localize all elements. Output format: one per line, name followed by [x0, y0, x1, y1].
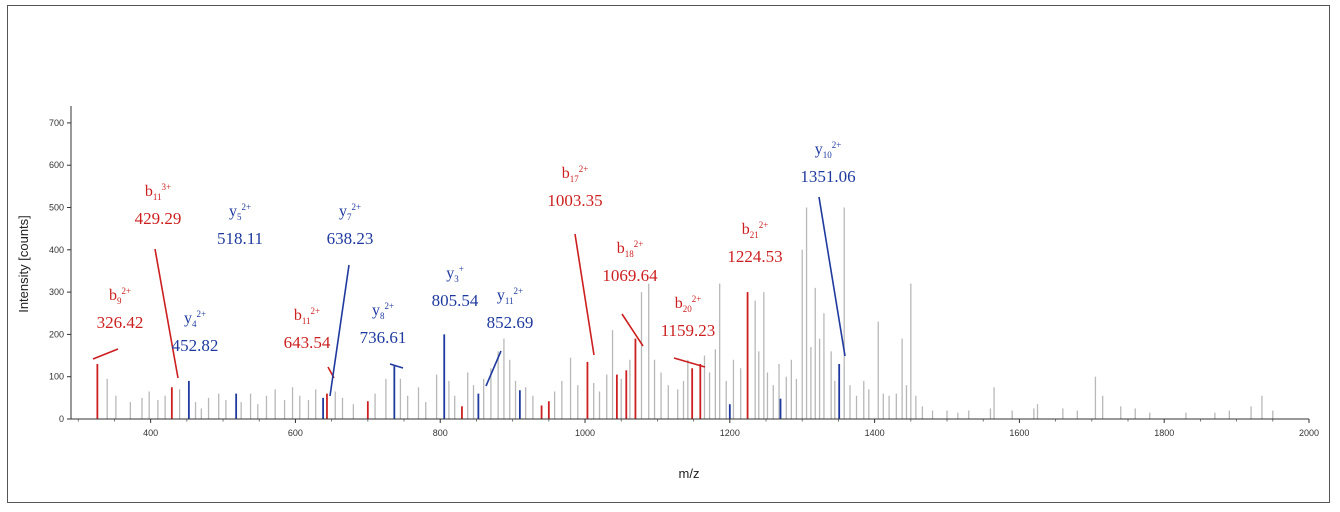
annotation-leader	[389, 363, 404, 369]
y-tick-label: 400	[49, 245, 64, 255]
x-tick-label: 1000	[575, 428, 595, 438]
annotation-leader-layer	[92, 196, 846, 397]
x-tick-label: 2000	[1299, 428, 1319, 438]
x-tick-label: 1800	[1154, 428, 1174, 438]
mz-value-label: 1003.35	[547, 191, 602, 210]
annotation-leader	[621, 313, 644, 347]
y-tick-label: 100	[49, 372, 64, 382]
peak-layer	[96, 207, 1274, 419]
mz-value-label: 852.69	[487, 313, 534, 332]
ion-label: b182+	[617, 239, 644, 259]
y-tick-label: 600	[49, 160, 64, 170]
mz-value-label: 429.29	[135, 209, 182, 228]
ion-label: b202+	[675, 294, 702, 314]
ion-label: b92+	[109, 286, 131, 306]
mz-value-label: 518.11	[217, 229, 263, 248]
ion-label: y82+	[372, 301, 394, 321]
x-tick-label: 1600	[1009, 428, 1029, 438]
x-tick-label: 1200	[720, 428, 740, 438]
annotation-leader	[574, 233, 595, 356]
ion-label: y3+	[446, 264, 464, 284]
annotation-leader	[154, 248, 179, 379]
annotation-label-layer: b92+ 326.42 b113+ 429.29 y42+ 452.82 y52+ 518.1…	[97, 140, 856, 355]
mz-value-label: 638.23	[327, 229, 374, 248]
x-tick-label: 400	[143, 428, 158, 438]
y-tick-label: 0	[59, 414, 64, 424]
y-axis-title: Intensity [counts]	[16, 215, 31, 313]
y-tick-label: 500	[49, 203, 64, 213]
ion-label: y112+	[497, 286, 523, 306]
mz-value-label: 326.42	[97, 313, 144, 332]
mz-value-label: 1351.06	[800, 167, 855, 186]
ion-label: b212+	[742, 220, 769, 240]
x-tick-label: 800	[433, 428, 448, 438]
x-tick-label: 1400	[865, 428, 885, 438]
mz-value-label: 1069.64	[602, 266, 658, 285]
ion-label: y102+	[815, 140, 842, 160]
y-tick-label: 700	[49, 118, 64, 128]
mz-value-label: 1224.53	[727, 247, 782, 266]
ion-label: b113+	[145, 182, 171, 202]
mz-value-label: 1159.23	[661, 321, 716, 340]
mz-value-label: 643.54	[284, 333, 331, 352]
ion-label: y42+	[184, 309, 206, 329]
ion-label: b172+	[562, 164, 589, 184]
mz-value-label: 805.54	[432, 291, 479, 310]
axes-layer	[70, 106, 1309, 420]
annotation-leader	[329, 264, 350, 397]
mz-value-label: 736.61	[360, 328, 407, 347]
annotation-leader	[673, 357, 706, 368]
ion-label: b112+	[294, 306, 320, 326]
annotation-leader	[485, 350, 502, 387]
x-tick-label: 600	[288, 428, 303, 438]
tick-layer: 400 600 800 1000 1200 1400 1600 1800 2000 0 100 200…	[49, 118, 1319, 438]
ion-label: y52+	[229, 202, 251, 222]
mass-spectrum-chart: 400 600 800 1000 1200 1400 1600 1800 2000 0 100 200…	[16, 106, 1319, 481]
annotation-leader	[92, 348, 119, 360]
y-tick-label: 300	[49, 287, 64, 297]
chart-frame: 400 600 800 1000 1200 1400 1600 1800 2000 0 100 200…	[7, 5, 1330, 503]
mz-value-label: 452.82	[172, 336, 219, 355]
y-tick-label: 200	[49, 329, 64, 339]
ion-label: y72+	[339, 202, 361, 222]
x-axis-title: m/z	[679, 466, 700, 481]
annotation-leader	[818, 196, 846, 357]
